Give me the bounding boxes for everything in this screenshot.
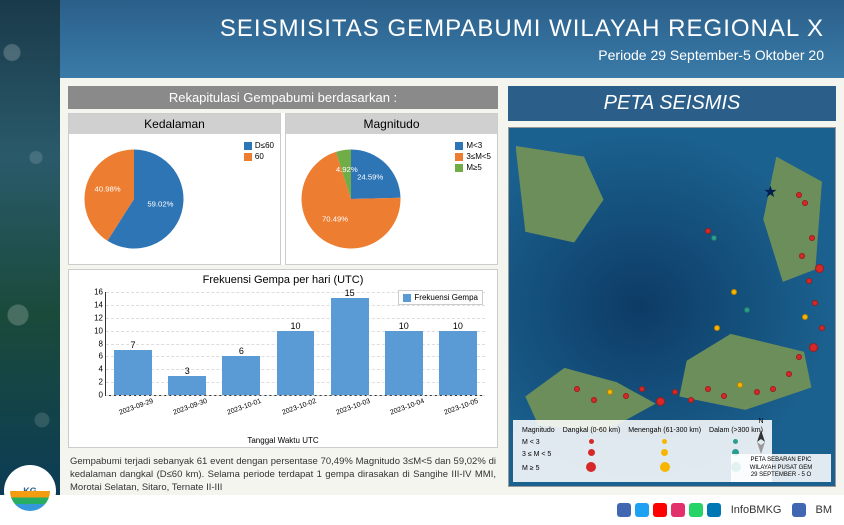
facebook-icon[interactable] <box>792 503 806 517</box>
seismic-event-dot <box>819 325 825 331</box>
seismic-event-dot <box>770 386 776 392</box>
seismic-event-dot <box>806 278 812 284</box>
seismic-event-dot <box>688 397 694 403</box>
social-icon[interactable] <box>617 503 631 517</box>
footer-handle-1: InfoBMKG <box>731 504 782 516</box>
footer: InfoBMKG BM <box>0 495 844 525</box>
right-column: PETA SEISMIS ★ Magnitudo Dangkal (0-60 k… <box>508 86 836 487</box>
svg-text:70.49%: 70.49% <box>322 214 348 223</box>
pie-depth-box: Kedalaman 59.02% 40.98% D≤6060 <box>68 113 281 265</box>
bar-legend-swatch <box>403 294 411 302</box>
seismic-event-dot <box>639 386 645 392</box>
pie-mag-title: Magnitudo <box>286 114 497 134</box>
seismic-event-dot <box>656 397 665 406</box>
landmass <box>516 146 614 253</box>
map-title: PETA SEISMIS <box>508 86 836 121</box>
bmkg-logo: KG <box>4 465 56 517</box>
social-icon[interactable] <box>653 503 667 517</box>
recap-title: Rekapitulasi Gempabumi berdasarkan : <box>68 86 498 109</box>
social-icon[interactable] <box>689 503 703 517</box>
seismic-event-dot <box>705 386 711 392</box>
pie-mag-chart: 24.59% 70.49% 4.92% <box>296 144 406 254</box>
seismic-event-dot <box>815 264 824 273</box>
seismic-event-dot <box>591 397 597 403</box>
seismic-event-dot <box>714 325 720 331</box>
svg-text:4.92%: 4.92% <box>336 165 358 174</box>
seismic-event-dot <box>812 300 818 306</box>
seismic-event-dot <box>754 389 760 395</box>
footer-handle-2: BM <box>816 504 833 516</box>
pie-depth-chart: 59.02% 40.98% <box>79 144 189 254</box>
epicenter-star: ★ <box>763 182 777 202</box>
seismic-event-dot <box>744 307 750 313</box>
legend-d2-header: Menengah (61-300 km) <box>625 426 704 436</box>
svg-text:24.59%: 24.59% <box>357 172 383 181</box>
pie-mag-legend: M<33≤M<5M≥5 <box>455 140 491 174</box>
seismic-event-dot <box>623 393 629 399</box>
seismic-event-dot <box>809 343 818 352</box>
seismic-event-dot <box>731 289 737 295</box>
logo-text: KG <box>23 486 37 496</box>
pie-depth-legend: D≤6060 <box>244 140 274 162</box>
bar-panel: Frekuensi Gempa per hari (UTC) 024681012… <box>68 269 498 448</box>
svg-text:40.98%: 40.98% <box>95 184 121 193</box>
social-icon[interactable] <box>671 503 685 517</box>
bar-chart: 024681012141672023-09-2932023-09-3062023… <box>77 288 489 418</box>
pie-depth-title: Kedalaman <box>69 114 280 134</box>
bar-legend-label: Frekuensi Gempa <box>414 293 478 302</box>
description-text: Gempabumi terjadi sebanyak 61 event deng… <box>68 452 498 494</box>
social-icon[interactable] <box>707 503 721 517</box>
social-icons <box>617 503 721 517</box>
compass-icon <box>747 428 775 456</box>
period-label: Periode 29 September-5 Oktober 20 <box>598 47 824 63</box>
seismic-map: ★ Magnitudo Dangkal (0-60 km) Menengah (… <box>508 127 836 487</box>
svg-text:59.02%: 59.02% <box>147 200 173 209</box>
seismic-event-dot <box>802 314 808 320</box>
bar-legend: Frekuensi Gempa <box>398 290 483 305</box>
bar-plot-area: 024681012141672023-09-2932023-09-3062023… <box>105 292 485 396</box>
social-icon[interactable] <box>635 503 649 517</box>
bar-title: Frekuensi Gempa per hari (UTC) <box>77 274 489 286</box>
seismic-event-dot <box>796 354 802 360</box>
legend-d1-header: Dangkal (0-60 km) <box>560 426 624 436</box>
seismic-event-dot <box>721 393 727 399</box>
pie-row: Kedalaman 59.02% 40.98% D≤6060 Magnitudo … <box>68 113 498 265</box>
decorative-sidebar <box>0 0 60 525</box>
left-column: Rekapitulasi Gempabumi berdasarkan : Ked… <box>68 86 498 487</box>
page-title: SEISMISITAS GEMPABUMI WILAYAH REGIONAL X <box>220 15 824 43</box>
pie-mag-box: Magnitudo 24.59% 70.49% 4.92% M<33≤M<5M≥5 <box>285 113 498 265</box>
header: SEISMISITAS GEMPABUMI WILAYAH REGIONAL X… <box>0 0 844 78</box>
landmass <box>672 325 819 415</box>
seismic-event-dot <box>672 389 678 395</box>
seismic-event-dot <box>705 228 711 234</box>
map-caption: PETA SEBARAN EPICWILAYAH PUSAT GEM29 SEP… <box>731 454 831 482</box>
content-area: Rekapitulasi Gempabumi berdasarkan : Ked… <box>60 78 844 495</box>
legend-mag-header: Magnitudo <box>519 426 558 436</box>
seismic-event-dot <box>711 235 717 241</box>
bar-xlabel: Tanggal Waktu UTC <box>77 436 489 445</box>
seismic-event-dot <box>574 386 580 392</box>
